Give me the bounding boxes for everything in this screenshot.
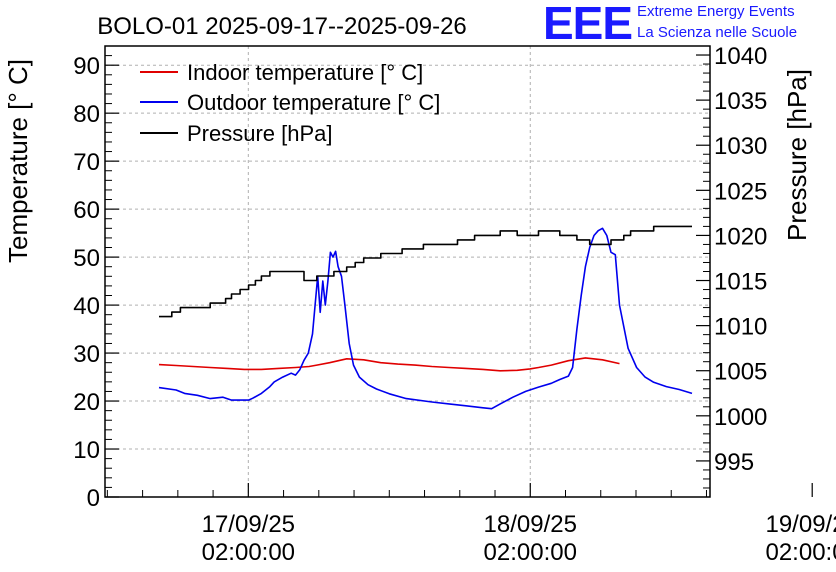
x-tick-label-time: 02:00:00 [202,539,295,566]
legend-label-indoor: Indoor temperature [° C] [187,60,423,85]
left-axis: 0 10 20 30 40 50 60 70 80 90 [73,53,119,512]
right-tick-label: 1040 [714,43,767,70]
right-axis: 995 1000 1005 1010 1015 1020 1025 1030 1035 1040 [696,43,767,489]
x-tick-label-time: 02:00:00 [484,539,577,566]
left-tick-label: 50 [73,245,100,272]
right-tick-label: 1010 [714,314,767,341]
series-line-1 [158,227,693,410]
left-tick-label: 40 [73,293,100,320]
legend-label-outdoor: Outdoor temperature [° C] [187,90,440,115]
left-tick-label: 80 [73,101,100,128]
left-tick-label: 0 [87,485,100,512]
legend: Indoor temperature [° C] Outdoor tempera… [140,60,440,146]
right-tick-label: 1000 [714,404,767,431]
right-tick-label: 1030 [714,133,767,160]
series-line-2 [159,225,692,318]
grid [105,46,710,497]
left-tick-label: 20 [73,389,100,416]
left-tick-label: 10 [73,437,100,464]
right-tick-label: 1025 [714,178,767,205]
series-line-0 [158,357,620,372]
x-tick-label-time: 02:00:00 [765,539,836,566]
left-tick-label: 70 [73,149,100,176]
org-name: Extreme Energy Events [637,3,795,20]
left-tick-label: 90 [73,53,100,80]
y-axis-label-right: Pressure [hPa] [782,69,812,241]
org-subtitle: La Scienza nelle Scuole [637,24,798,41]
right-tick-label: 1005 [714,359,767,386]
left-tick-label: 30 [73,341,100,368]
right-tick-label: 995 [714,449,754,476]
eee-logo: EEE [543,0,633,49]
x-tick-label-date: 17/09/25 [202,511,295,538]
right-tick-label: 1020 [714,223,767,250]
right-tick-label: 1035 [714,88,767,115]
x-tick-label-date: 19/09/25 [765,511,836,538]
legend-label-pressure: Pressure [hPa] [187,121,333,146]
right-tick-label: 1015 [714,269,767,296]
left-tick-label: 60 [73,197,100,224]
x-tick-label-date: 18/09/25 [484,511,577,538]
y-axis-label-left: Temperature [° C] [3,59,33,263]
chart-title: BOLO-01 2025-09-17--2025-09-26 [97,13,467,40]
x-axis: 17/09/2502:00:0018/09/2502:00:0019/09/25… [106,483,836,566]
series-layer [158,225,693,410]
